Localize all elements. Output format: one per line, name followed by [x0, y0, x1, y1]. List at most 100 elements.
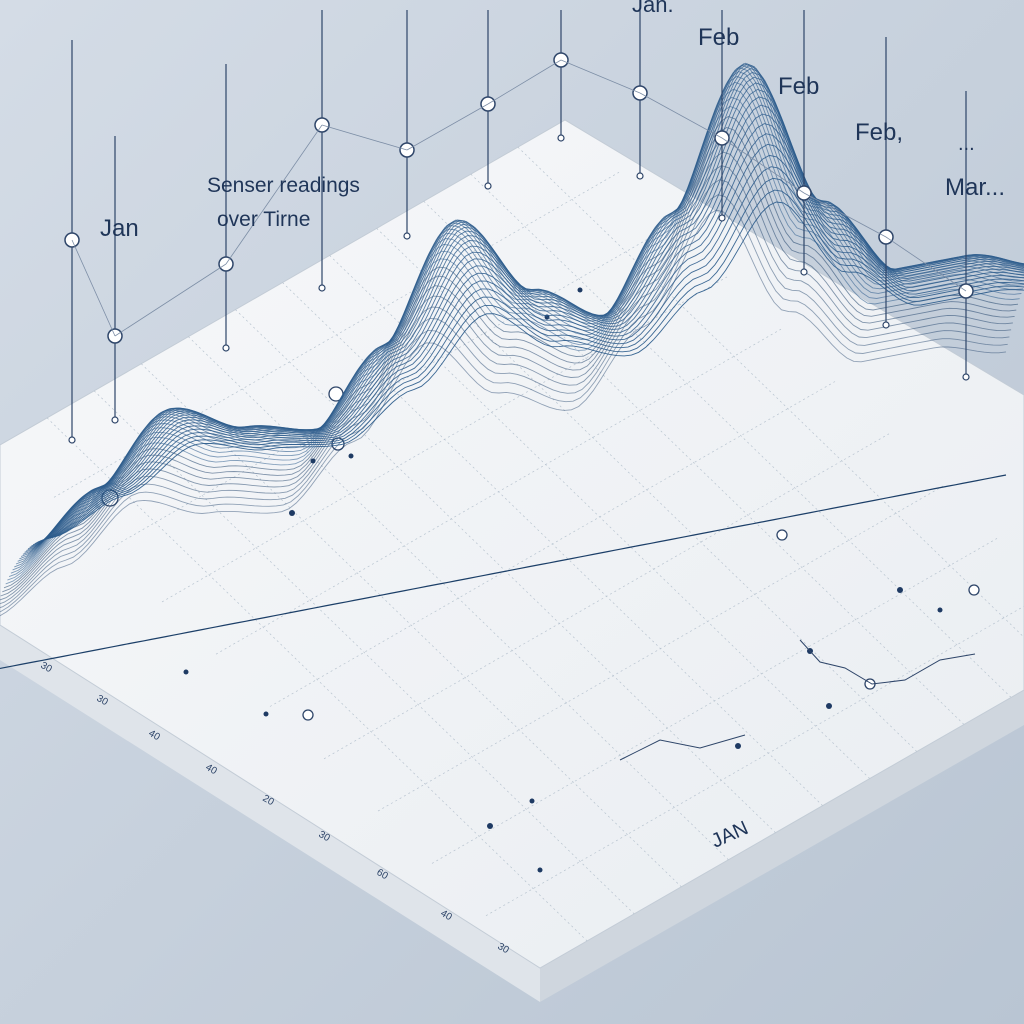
month-pins [64, 10, 974, 444]
surface-line [17, 64, 1024, 562]
grid-line [53, 171, 620, 498]
data-point [529, 798, 535, 804]
x-tick-label: 20 [261, 793, 277, 808]
pin-base [68, 436, 76, 444]
x-tick-label: 30 [496, 941, 512, 956]
surface-line [15, 67, 1024, 565]
surface-line [38, 113, 1024, 543]
pin-connector [721, 137, 805, 194]
wave-surface [0, 62, 1024, 670]
pin-connector [803, 192, 887, 238]
grid-line [323, 433, 890, 760]
surface-line [41, 133, 1024, 541]
month-label-feb-2: Feb [778, 73, 819, 100]
surface-line [0, 138, 1015, 597]
pin-connector [885, 236, 967, 292]
surface-line [44, 154, 1024, 540]
data-point [348, 453, 354, 459]
surface-line [39, 123, 1024, 542]
data-point [968, 584, 980, 596]
pin-connector [639, 92, 723, 139]
pin-base [318, 284, 326, 292]
data-point [937, 607, 943, 613]
surface-line [10, 81, 1024, 574]
surface-line [0, 151, 1013, 601]
grid-line [431, 538, 998, 864]
x-tick-label: 30 [39, 660, 55, 675]
data-point [826, 703, 832, 709]
surface-line [0, 194, 1008, 613]
month-label-ellipsis: ... [958, 133, 975, 155]
data-point [776, 529, 788, 541]
surface-line [48, 177, 1024, 539]
data-point [183, 669, 189, 675]
grid-line [376, 228, 917, 752]
surface-line [43, 143, 1024, 541]
surface-line [2, 127, 1017, 593]
grid-line [377, 485, 944, 812]
surface-line [0, 209, 1007, 617]
pin-base [636, 172, 644, 180]
pin-base [882, 321, 890, 329]
pin-base [403, 232, 411, 240]
pin-connector [406, 103, 489, 151]
x-tick-label: 30 [95, 693, 111, 708]
grid-line [188, 336, 729, 860]
chart-title-line2: over Tirne [217, 208, 310, 231]
surface-line [12, 75, 1024, 571]
x-tick-label: 40 [439, 908, 455, 923]
data-point [487, 823, 493, 829]
pin-base [484, 182, 492, 190]
month-label-mar: Mar... [945, 174, 1005, 201]
surface-line [50, 189, 1024, 539]
pin-connector [487, 59, 562, 105]
pin-connector [114, 263, 227, 337]
grid-line [470, 173, 1012, 698]
data-point [289, 510, 295, 516]
grid-line [485, 605, 1024, 917]
chart-board [0, 119, 1024, 969]
pin-base [800, 268, 808, 276]
grid-line [161, 276, 728, 603]
surface-line [51, 201, 1024, 539]
board-edge-left [0, 625, 540, 1002]
x-tick-label: 60 [375, 867, 391, 882]
surface-line [36, 104, 1024, 544]
x-tick-label: 40 [147, 728, 163, 743]
pin-connector [225, 124, 323, 265]
data-point [263, 711, 269, 717]
grid-line [93, 390, 635, 915]
pin-connector [71, 239, 116, 337]
pin-connector [321, 124, 408, 151]
grid [46, 146, 1024, 942]
pin-base [962, 373, 970, 381]
data-point [735, 743, 741, 749]
stray-label-top: Jan. [632, 0, 674, 17]
chart-title-line1: Senser readings [207, 174, 360, 197]
surface-base-line [0, 474, 1007, 670]
x-tick-label: 40 [204, 762, 220, 777]
surface-line [3, 115, 1019, 589]
pin-base [222, 344, 230, 352]
data-point [302, 709, 314, 721]
grid-line [215, 328, 782, 655]
month-label-jan: Jan [100, 215, 139, 242]
x-tick-label: 30 [317, 829, 333, 844]
pin-base [718, 214, 726, 222]
data-point [537, 867, 543, 873]
surface-line [0, 165, 1012, 605]
floor-series-line [619, 734, 746, 761]
grid-line [269, 381, 836, 707]
board-edge-right [540, 690, 1024, 1002]
surface-line [0, 179, 1010, 609]
axis-ticks: 30 30 40 40 20 30 60 40 30 [39, 660, 512, 956]
surface-line [34, 96, 1024, 545]
floor-series-line [799, 639, 976, 685]
pin-base [557, 134, 565, 142]
pin-base [111, 416, 119, 424]
month-label-feb-3: Feb, [855, 119, 903, 146]
grid-line [107, 224, 674, 550]
surface-line [46, 166, 1024, 540]
